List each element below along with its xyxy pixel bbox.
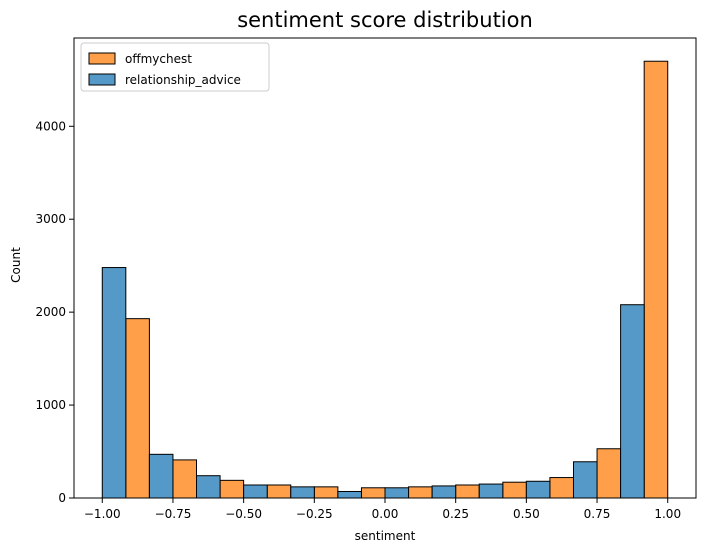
bar-relationship-advice-11	[620, 304, 645, 499]
axes: −1.00 −0.75 −0.50 −0.25 0.00 0.25 0.50 0.75 1.00…	[35, 37, 697, 521]
bar-offmychest-4	[313, 486, 339, 499]
x-tick-label: −1.00	[84, 507, 121, 521]
x-tick-label: −0.75	[155, 507, 192, 521]
chart-title: sentiment score distribution	[237, 8, 533, 32]
x-tick-label: 1.00	[654, 507, 681, 521]
bar-relationship-advice-9	[525, 480, 551, 499]
y-tick-label: 3000	[35, 212, 66, 226]
bar-offmychest-9	[549, 477, 574, 499]
bar-relationship-advice-2	[196, 475, 221, 499]
bar-offmychest-5	[360, 487, 386, 499]
bar-offmychest-2	[219, 479, 245, 499]
bar-offmychest-3	[266, 484, 292, 499]
legend: offmychest relationship_advice	[80, 42, 270, 92]
bar-offmychest-6	[408, 486, 433, 499]
bar-relationship-advice-5	[337, 490, 362, 499]
bar-relationship-advice-6	[384, 487, 410, 499]
bar-offmychest-0	[125, 318, 150, 499]
x-tick-label: 0.00	[372, 507, 399, 521]
bar-relationship-advice-0	[101, 267, 127, 499]
legend-label-offmychest: offmychest	[125, 52, 192, 66]
bar-relationship-advice-10	[572, 461, 598, 499]
bar-offmychest-1	[172, 459, 197, 499]
bar-relationship-advice-7	[431, 485, 457, 499]
y-tick-label: 4000	[35, 119, 66, 133]
legend-swatch-offmychest	[88, 52, 116, 65]
plot-area	[101, 60, 669, 499]
x-tick-label: −0.50	[225, 507, 262, 521]
bar-relationship-advice-8	[478, 483, 504, 499]
bar-offmychest-8	[502, 481, 527, 499]
bar-offmychest-7	[455, 484, 480, 499]
y-axis-label: Count	[9, 247, 23, 283]
x-tick-label: 0.25	[442, 507, 469, 521]
bar-relationship-advice-4	[290, 486, 315, 499]
bar-offmychest-11	[643, 60, 669, 499]
x-axis-label: sentiment	[355, 529, 416, 543]
legend-label-relationship-advice: relationship_advice	[125, 73, 241, 87]
legend-box	[80, 42, 270, 92]
x-tick-label: −0.25	[296, 507, 333, 521]
x-tick-label: 0.75	[584, 507, 611, 521]
y-tick-label: 2000	[35, 305, 66, 319]
bar-offmychest-10	[596, 448, 622, 499]
legend-swatch-relationship-advice	[88, 73, 116, 86]
bar-relationship-advice-1	[148, 453, 174, 499]
bar-relationship-advice-3	[243, 484, 268, 499]
y-tick-label: 0	[58, 491, 66, 505]
x-tick-label: 0.50	[513, 507, 540, 521]
y-tick-label: 1000	[35, 398, 66, 412]
